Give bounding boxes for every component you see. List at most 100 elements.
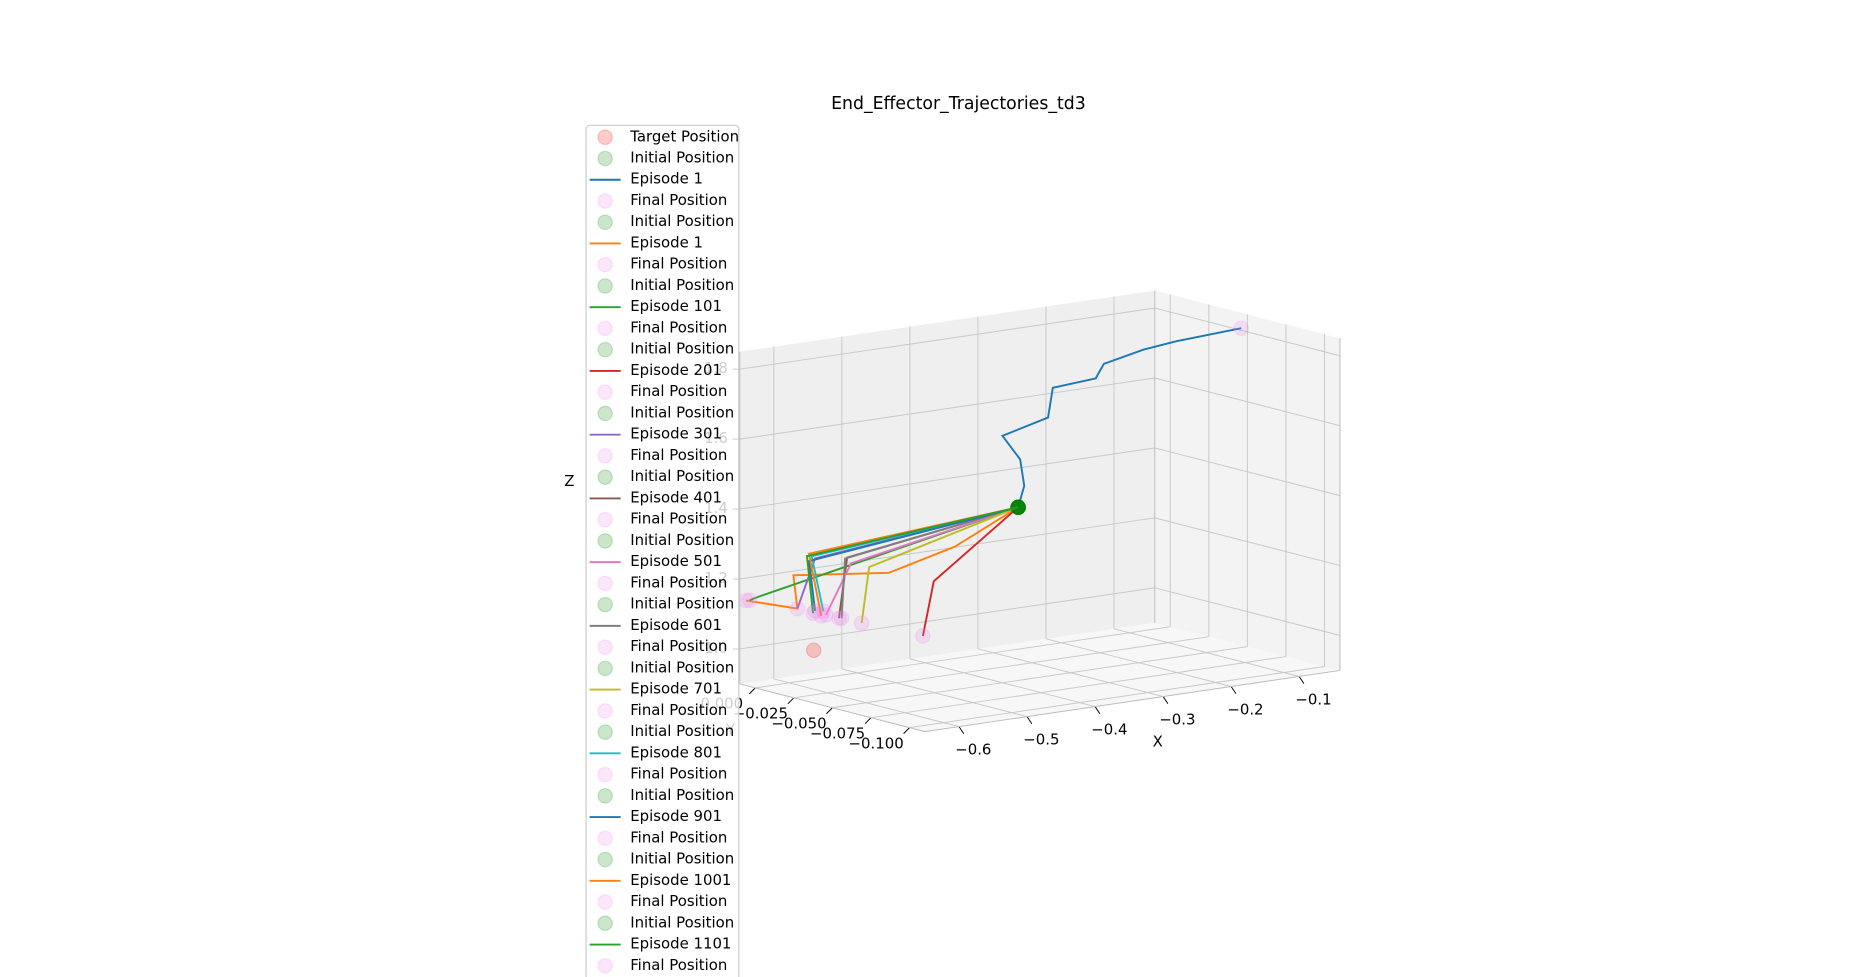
y-tick: [748, 687, 756, 695]
grid-line: [739, 447, 1155, 510]
position-marker: [789, 600, 806, 617]
position-marker: [853, 615, 870, 631]
chart-title: End_Effector_Trajectories_td3: [831, 94, 1086, 114]
legend-marker: [597, 511, 613, 528]
legend-label: Episode 801: [630, 743, 722, 761]
grid-line: [1154, 517, 1341, 567]
trajectory-line: [825, 506, 1019, 616]
legend-marker: [597, 766, 613, 783]
legend-label: Episode 401: [630, 488, 722, 506]
x-tick-label: −0.4: [1091, 720, 1127, 738]
legend-marker: [597, 320, 613, 337]
trajectory-line: [805, 506, 1019, 614]
x-tick-label: −0.1: [1295, 690, 1331, 708]
trajectory-line: [807, 506, 1019, 612]
legend-label: Initial Position: [630, 658, 734, 676]
grid-line: [1154, 447, 1341, 497]
y-tick-label: −0.075: [810, 724, 865, 742]
z-axis-label: Z: [564, 472, 574, 490]
position-marker: [805, 605, 821, 622]
legend-label: Episode 301: [630, 425, 722, 443]
legend-label: Final Position: [630, 510, 727, 528]
axis-line: [739, 683, 926, 733]
position-marker: [833, 610, 850, 626]
grid-line: [793, 636, 1209, 699]
x-tick-label: −0.5: [1023, 730, 1059, 748]
legend-label: Final Position: [630, 892, 727, 910]
legend-label: Episode 201: [630, 361, 722, 379]
position-marker: [813, 608, 829, 624]
legend-label: Final Position: [630, 765, 727, 783]
legend-marker: [597, 405, 613, 422]
y-tick: [787, 697, 795, 705]
legend-label: Final Position: [630, 828, 727, 846]
y-tick-label: −0.025: [733, 705, 788, 723]
legend-label: Episode 601: [630, 616, 722, 634]
legend-marker: [597, 256, 613, 273]
legend-label: Episode 501: [630, 552, 722, 570]
legend-marker: [597, 894, 613, 910]
grid-line: [739, 307, 1155, 370]
legend-marker: [597, 915, 613, 932]
legend-marker: [597, 703, 613, 719]
legend-label: Initial Position: [630, 276, 734, 294]
legend-marker: [597, 575, 613, 592]
x-tick: [958, 726, 965, 735]
position-marker: [1010, 499, 1026, 516]
legend-label: Initial Position: [630, 403, 734, 421]
legend-label: Final Position: [630, 637, 727, 655]
legend-label: Initial Position: [630, 913, 734, 931]
y-tick: [864, 717, 872, 725]
x-tick-label: −0.6: [955, 740, 991, 758]
legend-marker: [597, 448, 613, 464]
legend-label: Initial Position: [630, 722, 734, 740]
legend-marker: [597, 851, 613, 868]
trajectory-line: [921, 506, 1019, 637]
grid-line: [1154, 377, 1341, 427]
legend-marker: [597, 469, 613, 485]
grid-line: [832, 646, 1248, 709]
axis-line: [924, 669, 1341, 733]
trajectory-line: [840, 506, 1019, 619]
y-tick: [903, 727, 910, 734]
legend-label: Final Position: [630, 701, 727, 719]
legend-label: Target Position: [629, 127, 739, 145]
legend-label: Initial Position: [630, 340, 734, 358]
legend-label: Episode 901: [630, 807, 722, 825]
legend-label: Episode 1001: [630, 871, 731, 889]
y-tick-label: −0.050: [771, 714, 826, 732]
legend-marker: [597, 639, 613, 655]
grid-line: [909, 666, 1325, 729]
x-tick: [1298, 676, 1305, 684]
legend-label: Initial Position: [630, 531, 734, 549]
position-marker: [805, 642, 822, 659]
legend-marker: [597, 384, 613, 400]
legend-label: Final Position: [630, 255, 727, 273]
legend-label: Initial Position: [630, 595, 734, 613]
legend-label: Episode 101: [630, 297, 722, 315]
legend-label: Episode 1: [630, 170, 703, 188]
legend-label: Initial Position: [630, 148, 734, 166]
legend-marker: [597, 596, 613, 613]
x-axis-label: X: [1153, 732, 1163, 750]
x-tick: [1230, 686, 1237, 694]
legend-label: Final Position: [630, 446, 727, 464]
legend-marker: [597, 533, 613, 549]
grid-line: [1154, 307, 1341, 357]
y-tick-label: −0.100: [849, 734, 904, 752]
trajectory-line: [1000, 327, 1242, 508]
legend-marker: [597, 724, 613, 740]
legend-label: Episode 701: [630, 680, 722, 698]
legend-label: Final Position: [630, 191, 727, 209]
legend-marker: [597, 788, 613, 804]
grid-line: [1154, 587, 1341, 636]
legend-label: Final Position: [630, 956, 727, 974]
y-tick: [826, 707, 833, 715]
position-marker: [1233, 320, 1250, 337]
legend: Target Position Initial Position Episode 1…: [585, 124, 740, 977]
x-tick: [1162, 696, 1169, 704]
legend-label: Episode 1101: [630, 935, 731, 953]
legend-marker: [597, 660, 613, 677]
x-tick-label: −0.2: [1227, 700, 1263, 718]
axes: −0.6−0.5−0.4−0.3−0.2−0.1−0.100−0.075−0.0…: [700, 290, 1341, 758]
